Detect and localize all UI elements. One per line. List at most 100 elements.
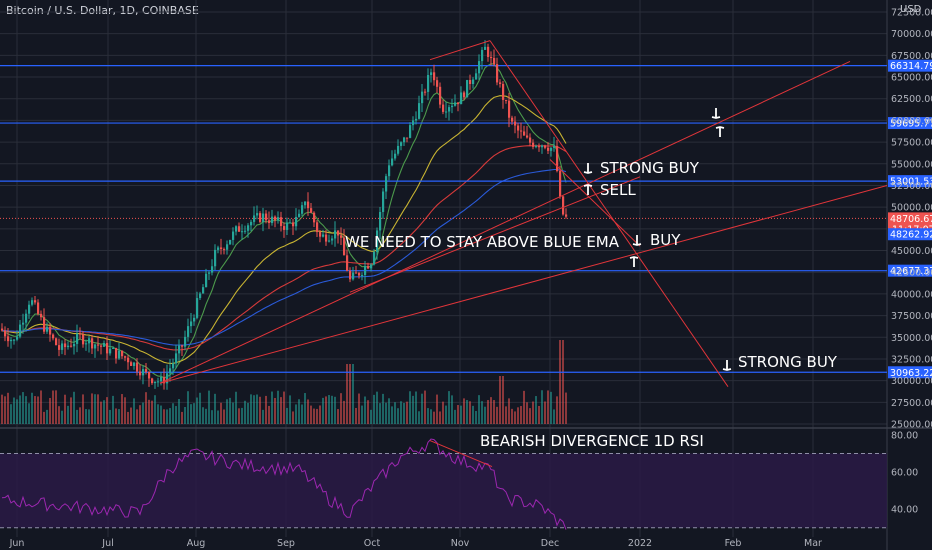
candle-body <box>277 217 280 221</box>
trendline-channel-bottom[interactable] <box>159 184 888 384</box>
candle-body <box>265 213 268 221</box>
volume-bar <box>328 395 330 424</box>
candle-body <box>487 46 490 57</box>
candle-body <box>364 266 367 275</box>
volume-bar <box>514 411 516 424</box>
volume-bar <box>262 409 264 424</box>
volume-bar <box>169 408 171 424</box>
level-badge <box>888 175 932 188</box>
candle-body <box>301 205 304 214</box>
price-tick-label: 60000.00 <box>891 116 932 127</box>
candle-body <box>25 313 28 323</box>
price-tick-label: 65000.00 <box>891 73 932 84</box>
volume-bar <box>403 402 405 424</box>
candle-body <box>70 345 73 347</box>
volume-bar <box>445 405 447 424</box>
level-badge <box>888 117 932 130</box>
candle-body <box>178 345 181 354</box>
level-label: 59695.77 <box>890 119 932 130</box>
trendline-short[interactable] <box>549 159 641 247</box>
candle-body <box>55 338 58 346</box>
volume-bar <box>322 397 324 424</box>
price-tick-label: 55000.00 <box>891 159 932 170</box>
candle-body <box>493 58 496 65</box>
volume-bar <box>58 406 60 424</box>
volume-bar <box>439 411 441 424</box>
horizontal-levels[interactable]: 66314.79 59695.77 53001.53 42677.37 30963.22 <box>0 59 932 379</box>
volume-bar <box>217 410 219 424</box>
volume-bar <box>301 404 303 424</box>
annotation-arrow-up-icon <box>632 243 642 246</box>
volume-bar <box>556 396 558 424</box>
volume-bar <box>100 401 102 424</box>
trendline-channel-top[interactable] <box>159 60 851 384</box>
trendline-fan[interactable] <box>349 176 641 293</box>
volume-bar <box>307 399 309 424</box>
volume-bar <box>160 405 162 424</box>
volume-bar <box>184 406 186 424</box>
candle-body <box>376 230 379 252</box>
volume-bar <box>172 403 174 424</box>
x-tick-label: Mar <box>804 538 822 549</box>
candle-body <box>268 220 271 224</box>
volume-bar <box>340 393 342 424</box>
candle-body <box>448 107 451 112</box>
rsi-tick-label: 60.00 <box>891 468 918 479</box>
rsi-line <box>1 438 567 530</box>
volume-bar <box>148 399 150 424</box>
volume-bar <box>112 395 114 424</box>
candle-body <box>37 302 40 314</box>
volume-bar <box>370 409 372 424</box>
candle-body <box>373 251 376 265</box>
candle-body <box>229 239 232 245</box>
volume-bar <box>187 391 189 424</box>
candle-body <box>361 274 364 276</box>
volume-bar <box>364 396 366 424</box>
trendline-downtrend[interactable] <box>489 40 729 387</box>
candle-body <box>295 216 298 227</box>
volume-bar <box>481 401 483 424</box>
candle-body <box>340 235 343 238</box>
candle-body <box>514 121 517 126</box>
volume-bar <box>280 397 282 424</box>
candle-body <box>412 120 415 126</box>
ema-red-line <box>1 145 567 351</box>
volume-bar <box>337 409 339 424</box>
volume-bar <box>157 404 159 424</box>
volume-bar <box>64 394 66 424</box>
volume-bar <box>334 396 336 424</box>
volume-bar <box>532 401 534 424</box>
volume-bar <box>529 408 531 424</box>
volume-bar <box>448 391 450 424</box>
volume-bar <box>289 395 291 424</box>
volume-bar <box>253 395 255 424</box>
trendlines[interactable] <box>159 40 888 387</box>
volume-bar <box>133 398 135 424</box>
price-tick-label: 30000.00 <box>891 376 932 387</box>
volume-bar <box>298 399 300 424</box>
volume-bar <box>154 395 156 424</box>
candle-body <box>430 72 433 76</box>
candle-body <box>472 79 475 84</box>
candle-body <box>466 80 469 98</box>
candle-body <box>175 353 178 364</box>
price-tick-label: 62500.00 <box>891 94 932 105</box>
candle-body <box>529 137 532 143</box>
volume-bar <box>31 392 33 424</box>
volume-bar <box>109 409 111 424</box>
candle-body <box>112 347 115 349</box>
volume-bar <box>61 410 63 424</box>
volume-bar <box>229 397 231 424</box>
volume-bar <box>274 397 276 424</box>
volume-bar <box>130 407 132 424</box>
candle-body <box>262 213 265 222</box>
trendline-peak[interactable] <box>429 40 491 61</box>
candle-body <box>127 357 130 363</box>
volume-bar <box>409 391 411 424</box>
candle-body <box>103 342 106 347</box>
candle-body <box>481 49 484 62</box>
price-tick-label: 45000.00 <box>891 246 932 257</box>
level-label: 42677.37 <box>890 266 932 277</box>
annotation-label: BUY <box>650 231 681 249</box>
